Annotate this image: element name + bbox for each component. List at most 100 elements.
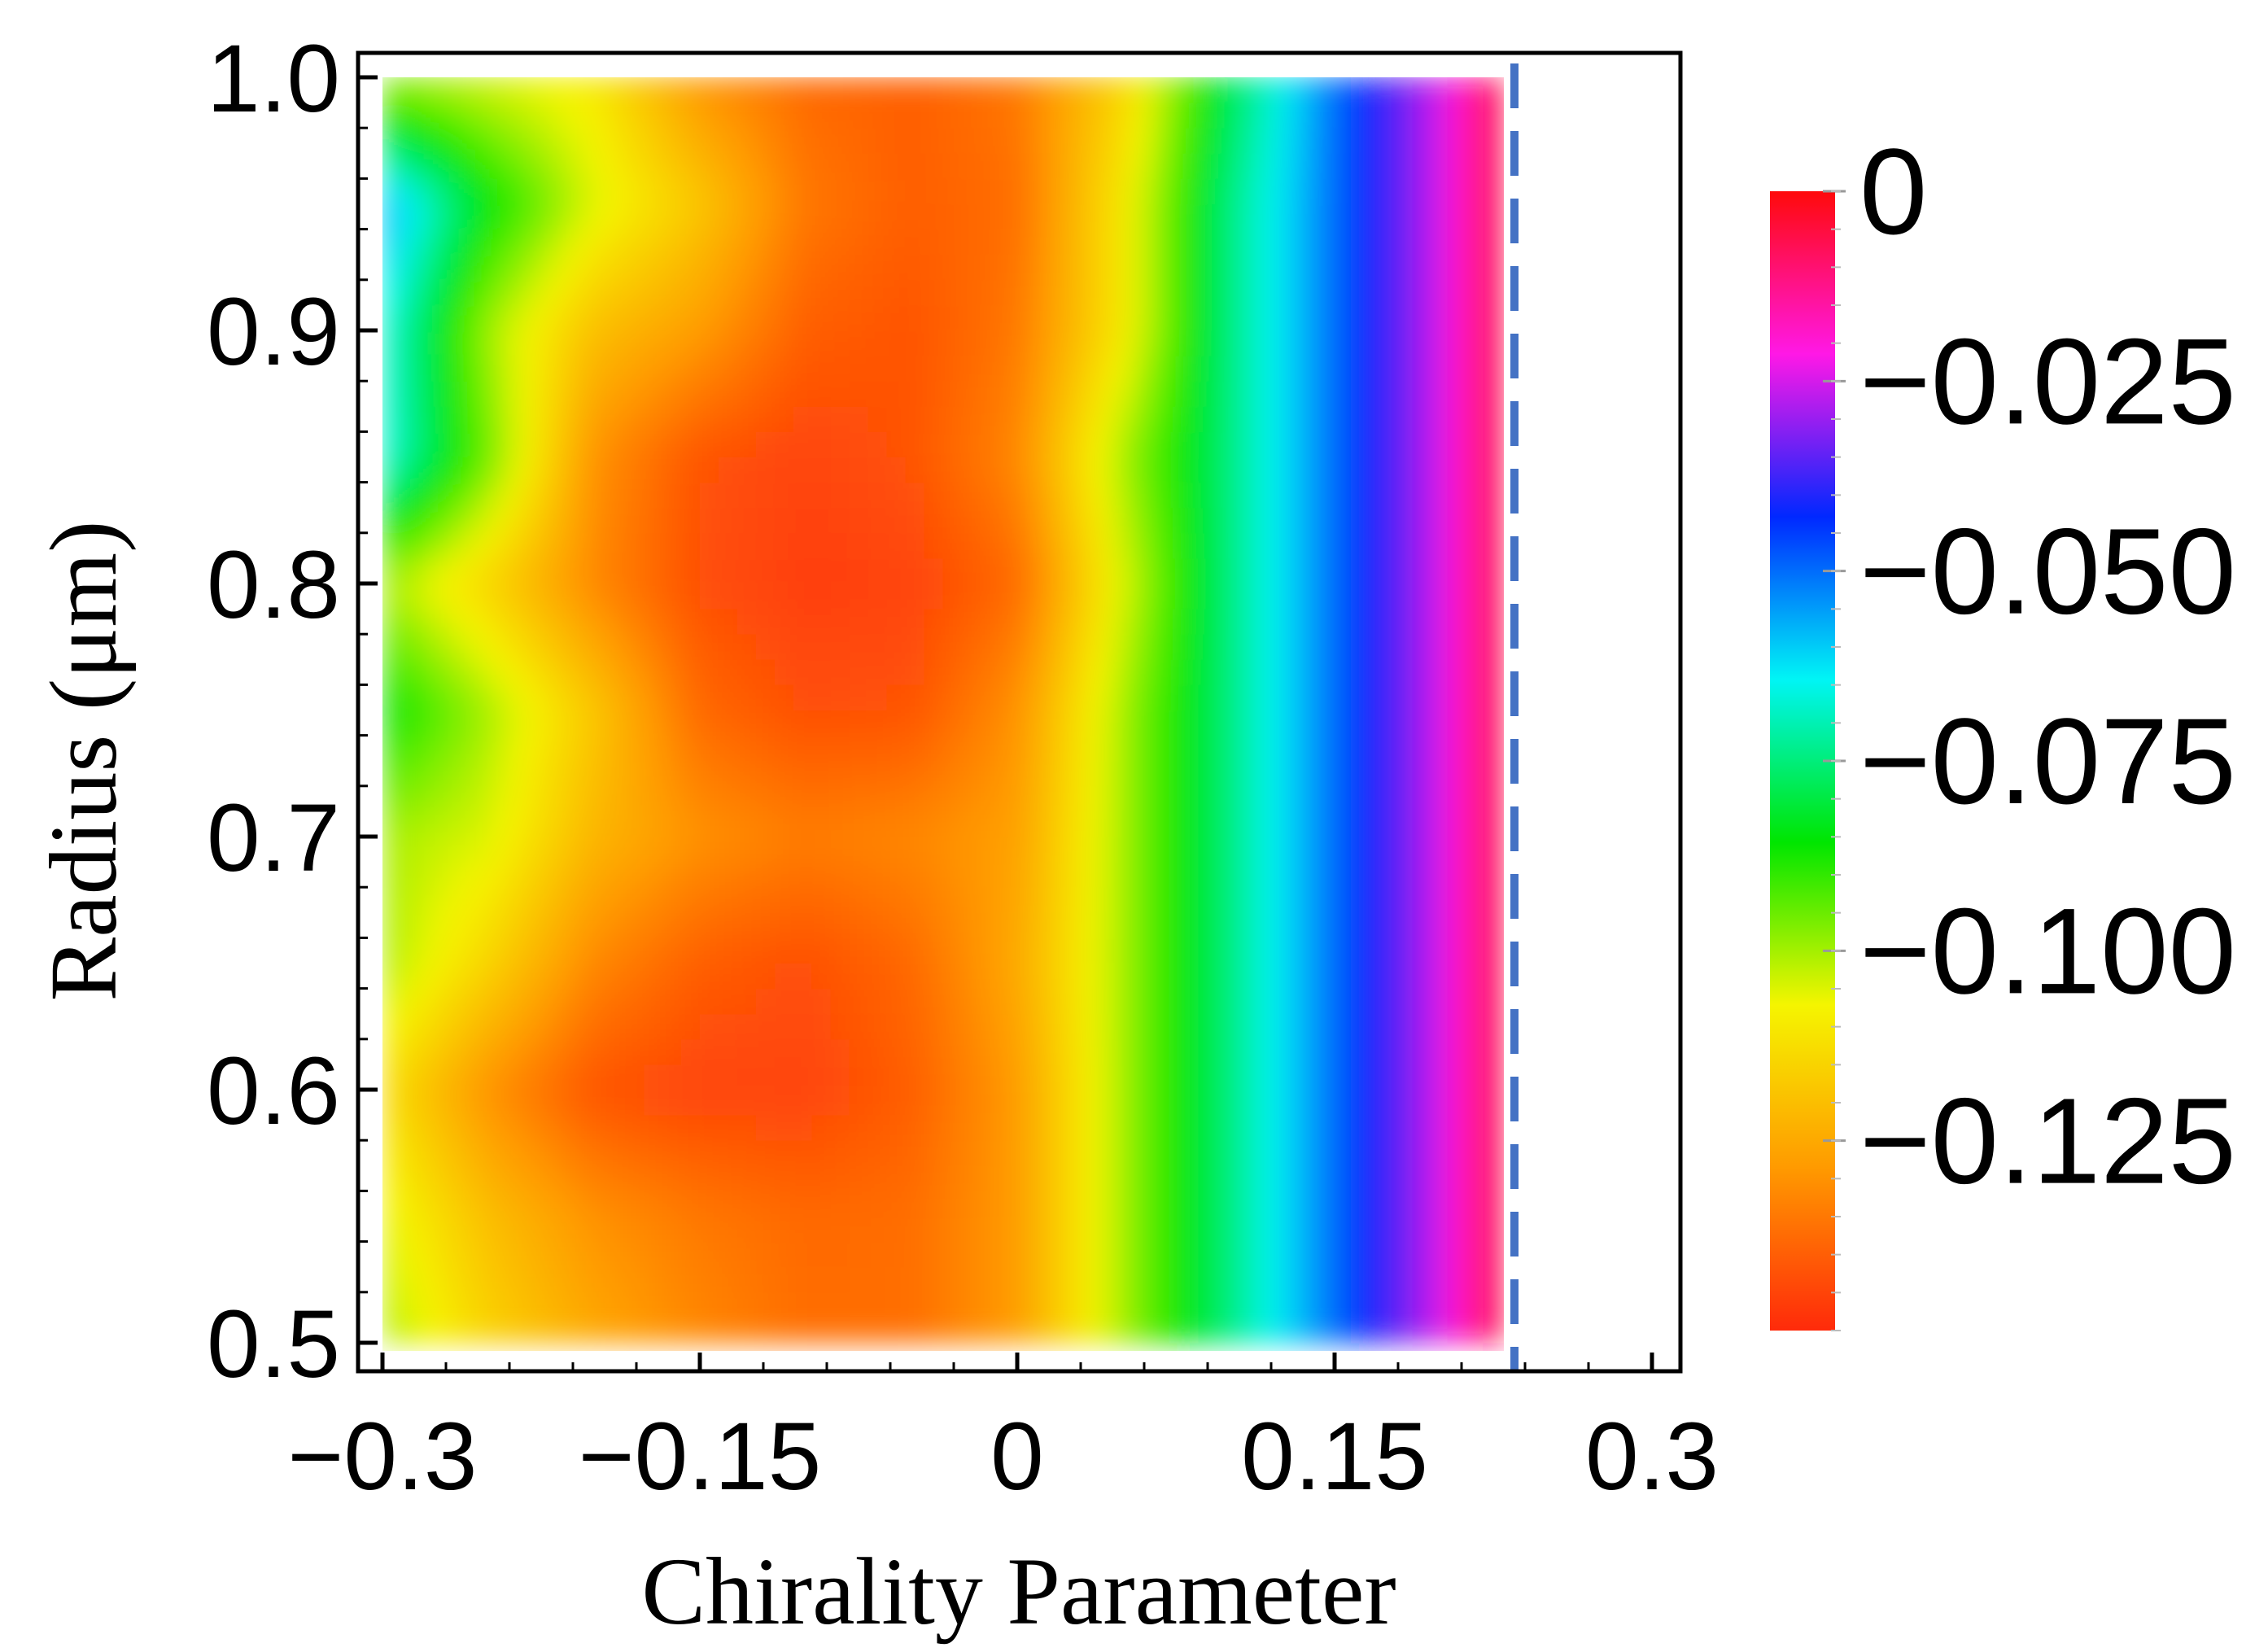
heatmap-cell [830,1089,850,1116]
heatmap-cell [699,127,719,154]
heatmap-cell [680,684,701,710]
heatmap-cell [755,430,776,457]
heatmap-cell [811,1190,832,1217]
heatmap-cell [1297,735,1318,762]
heatmap-cell [588,735,608,762]
heatmap-cell [755,229,776,256]
heatmap-cell [531,988,552,1015]
heatmap-cell [886,1266,907,1293]
heatmap-cell [438,1190,458,1217]
heatmap-cell [1223,1089,1243,1116]
heatmap-cell [755,988,776,1015]
heatmap-cell [1372,355,1392,382]
heatmap-cell [494,988,514,1015]
heatmap-cell [1055,1038,1075,1065]
heatmap-cell [1148,1317,1169,1344]
heatmap-cell [1017,608,1038,635]
heatmap-cell [419,608,439,635]
heatmap-cell [1130,1013,1150,1040]
heatmap-cell [606,633,627,660]
heatmap-cell [1055,785,1075,812]
heatmap-cell [699,911,719,938]
heatmap-cell [1186,1266,1206,1293]
heatmap-cell [736,254,757,281]
heatmap-cell [1391,1013,1411,1040]
heatmap-cell [419,229,439,256]
heatmap-cell [924,1139,944,1166]
heatmap-cell [1484,861,1505,888]
heatmap-cell [1055,203,1075,230]
heatmap-cell [1391,1089,1411,1116]
heatmap-cell [1278,1266,1299,1293]
heatmap-cell [1428,279,1449,306]
heatmap-cell [793,405,813,432]
heatmap-cell [999,608,1019,635]
heatmap-cell [1055,507,1075,534]
heatmap-cell [1484,811,1505,837]
heatmap-cell [980,330,1000,356]
heatmap-cell [774,1038,794,1065]
heatmap-cell [1335,988,1355,1015]
heatmap-cell [886,102,907,129]
heatmap-cell [1391,658,1411,685]
heatmap-cell [1335,963,1355,990]
heatmap-cell [1260,304,1280,331]
heatmap-cell [680,127,701,154]
heatmap-cell [1372,836,1392,863]
heatmap-cell [736,583,757,610]
heatmap-cell [1092,482,1112,509]
heatmap-cell [494,1266,514,1293]
heatmap-cell [867,937,888,964]
heatmap-cell [793,583,813,610]
colorbar-tick-label: −0.050 [1859,503,2236,640]
heatmap-cell [1335,102,1355,129]
heatmap-cell [531,77,552,103]
heatmap-cell [980,1139,1000,1166]
heatmap-cell [886,380,907,407]
heatmap-cell [550,1038,570,1065]
heatmap-cell [382,1013,402,1040]
heatmap-cell [980,507,1000,534]
heatmap-cell [905,254,925,281]
heatmap-cell [980,177,1000,204]
heatmap-cell [531,557,552,584]
heatmap-cell [1167,911,1187,938]
heatmap-cell [1335,482,1355,509]
heatmap-cell [1391,785,1411,812]
heatmap-cell [1073,127,1094,154]
heatmap-cell [1092,1038,1112,1065]
heatmap-cell [662,229,682,256]
heatmap-cell [811,1089,832,1116]
heatmap-cell [718,911,738,938]
heatmap-cell [961,507,981,534]
heatmap-cell [494,1114,514,1141]
heatmap-cell [1073,254,1094,281]
heatmap-cell [400,1266,421,1293]
heatmap-cell [625,77,645,103]
heatmap-cell [1204,633,1224,660]
heatmap-cell [867,177,888,204]
heatmap-cell [1111,760,1131,787]
heatmap-cell [961,861,981,888]
heatmap-cell [867,557,888,584]
colorbar-tick-label: −0.025 [1859,312,2236,449]
heatmap-cell [1204,1291,1224,1318]
heatmap-cell [1260,355,1280,382]
heatmap-cell [1241,127,1261,154]
heatmap-cell [793,1216,813,1243]
heatmap-cell [1447,1266,1467,1293]
heatmap-cell [1372,1190,1392,1217]
heatmap-cell [475,102,496,129]
heatmap-cell [680,911,701,938]
heatmap-cell [1130,1139,1150,1166]
heatmap-cell [1017,1291,1038,1318]
heatmap-cell [680,355,701,382]
heatmap-cell [550,1064,570,1090]
heatmap-cell [457,608,477,635]
heatmap-cell [1167,1064,1187,1090]
heatmap-cell [1428,482,1449,509]
heatmap-cell [867,127,888,154]
heatmap-cell [718,279,738,306]
colorbar: 0−0.025−0.050−0.075−0.100−0.125 [1770,123,2236,1331]
heatmap-cell [606,102,627,129]
